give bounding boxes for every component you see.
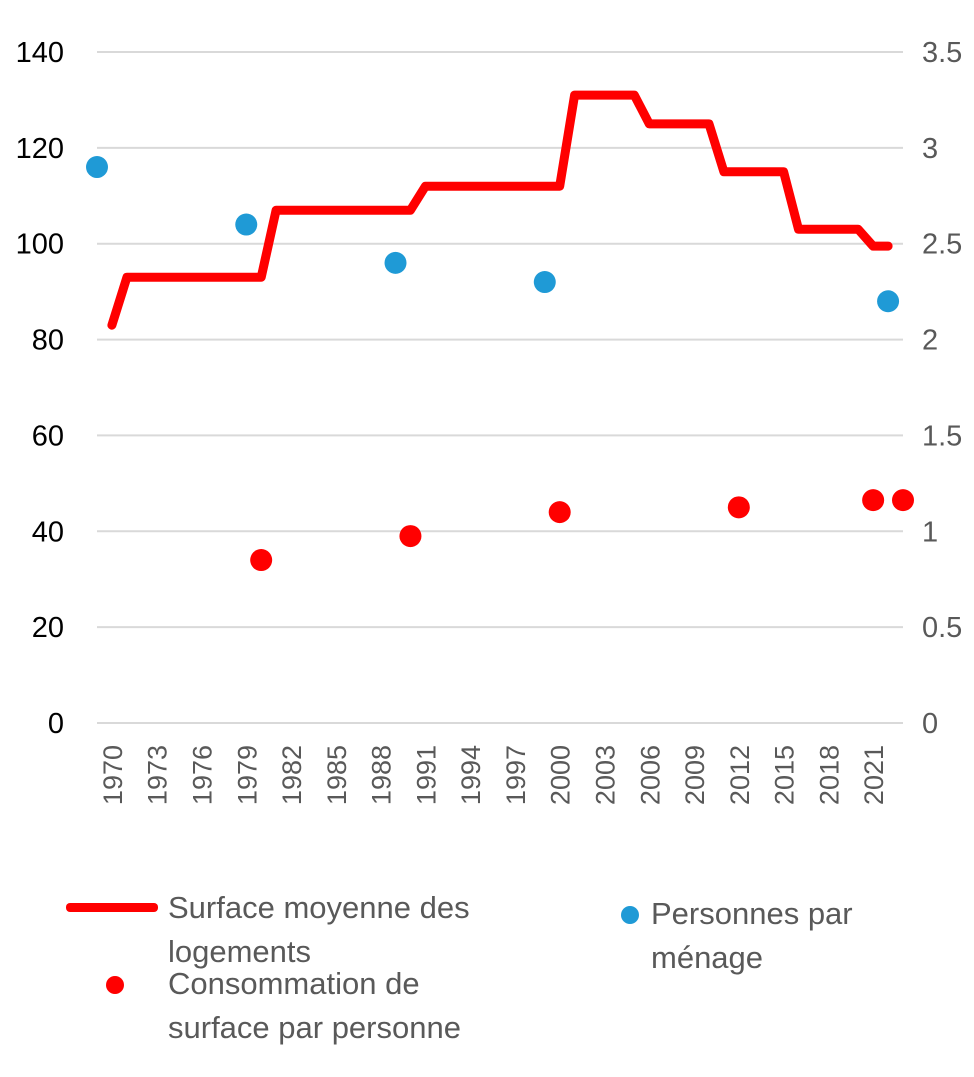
x-tick-label: 1970 bbox=[98, 745, 128, 805]
x-tick-label: 2015 bbox=[770, 745, 800, 805]
right-tick-label: 3.5 bbox=[922, 37, 962, 69]
x-tick-label: 1976 bbox=[187, 745, 217, 805]
x-tick-label: 2009 bbox=[680, 745, 710, 805]
point-personnes bbox=[877, 290, 900, 313]
left-tick-label: 140 bbox=[16, 37, 64, 69]
series bbox=[86, 90, 914, 572]
chart-svg: 0 20 40 60 80 100 120 140 0 0.5 1 1.5 2 2.5 3 3.5 1970… bbox=[16, 37, 963, 805]
point-consommation bbox=[399, 525, 422, 548]
point-consommation bbox=[892, 489, 914, 512]
x-tick-label: 1979 bbox=[232, 745, 262, 805]
left-tick-label: 0 bbox=[48, 708, 64, 740]
left-axis-ticks: 0 20 40 60 80 100 120 140 bbox=[16, 37, 64, 740]
point-personnes bbox=[86, 156, 108, 179]
legend-label-personnes-line2: ménage bbox=[651, 940, 764, 975]
point-consommation bbox=[250, 549, 273, 572]
gridlines bbox=[97, 51, 903, 724]
left-tick-label: 80 bbox=[32, 325, 64, 357]
legend-label-personnes-line1: Personnes par bbox=[651, 896, 853, 931]
right-tick-label: 0 bbox=[922, 708, 938, 740]
legend-dot-consommation bbox=[106, 976, 124, 994]
point-consommation bbox=[727, 496, 750, 519]
x-tick-label: 1997 bbox=[501, 745, 531, 805]
point-personnes bbox=[533, 271, 556, 294]
right-tick-label: 1 bbox=[922, 516, 938, 548]
x-tick-label: 1994 bbox=[456, 745, 486, 805]
right-tick-label: 2.5 bbox=[922, 229, 962, 261]
legend-item-personnes: Personnes par ménage bbox=[621, 892, 853, 980]
x-axis-ticks: 1970 1973 1976 1979 1982 1985 1988 1991 1994 1997… bbox=[98, 745, 889, 805]
left-tick-label: 120 bbox=[16, 133, 64, 165]
legend-label-consommation-line1: Consommation de bbox=[168, 966, 420, 1001]
legend-item-surface: Surface moyenne des logements bbox=[66, 886, 470, 974]
right-tick-label: 0.5 bbox=[922, 612, 962, 644]
legend-dot-personnes bbox=[621, 906, 639, 924]
left-tick-label: 40 bbox=[32, 516, 64, 548]
right-tick-label: 2 bbox=[922, 325, 938, 357]
x-tick-label: 2000 bbox=[546, 745, 576, 805]
left-tick-label: 20 bbox=[32, 612, 64, 644]
x-tick-label: 1988 bbox=[367, 745, 397, 805]
right-tick-label: 1.5 bbox=[922, 420, 962, 452]
legend-label-surface-line2: logements bbox=[168, 934, 312, 969]
legend-label-surface-line1: Surface moyenne des bbox=[168, 890, 470, 925]
point-consommation bbox=[862, 489, 885, 512]
x-tick-label: 2018 bbox=[814, 745, 844, 805]
x-tick-label: 2021 bbox=[859, 745, 889, 805]
legend-label-consommation-line2: surface par personne bbox=[168, 1010, 461, 1045]
x-tick-label: 2006 bbox=[635, 745, 665, 805]
x-tick-label: 2003 bbox=[590, 745, 620, 805]
x-tick-label: 1985 bbox=[322, 745, 352, 805]
legend-line-swatch bbox=[66, 903, 158, 912]
x-tick-label: 1991 bbox=[411, 745, 441, 805]
series-line-surface bbox=[107, 90, 893, 330]
legend-item-consommation: Consommation de surface par personne bbox=[66, 962, 461, 1050]
x-tick-label: 1973 bbox=[143, 745, 173, 805]
left-tick-label: 60 bbox=[32, 420, 64, 452]
point-consommation bbox=[548, 501, 571, 524]
x-tick-label: 1982 bbox=[277, 745, 307, 805]
right-tick-label: 3 bbox=[922, 133, 938, 165]
x-tick-label: 2012 bbox=[725, 745, 755, 805]
left-tick-label: 100 bbox=[16, 229, 64, 261]
right-axis-ticks: 0 0.5 1 1.5 2 2.5 3 3.5 bbox=[922, 37, 962, 740]
point-personnes bbox=[235, 213, 258, 236]
point-personnes bbox=[384, 251, 407, 274]
